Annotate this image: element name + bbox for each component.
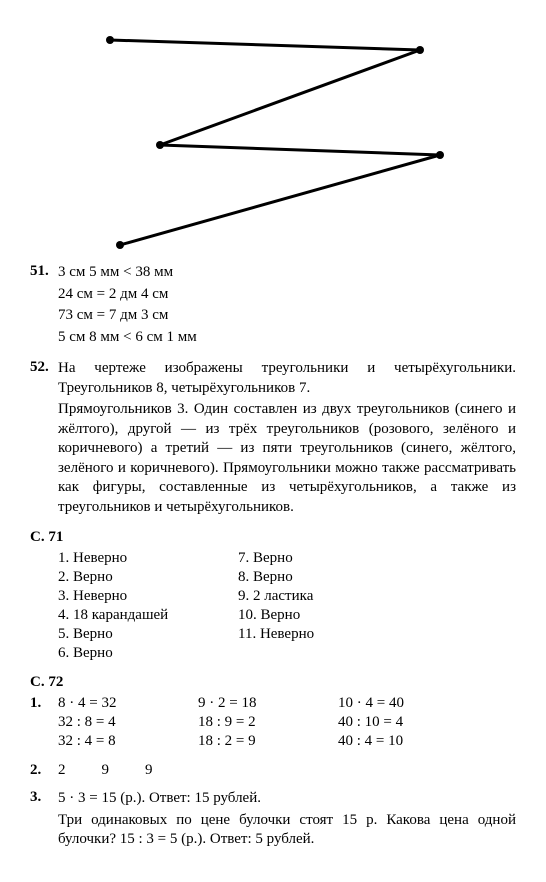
s72-p1-r0c2: 10 · 4 = 40 [338,695,478,712]
section-71-title: С. 71 [30,529,516,546]
s72-p2-row: 2 9 9 [58,762,516,779]
s72-p2-v1: 9 [102,762,110,779]
s71-c1-2: 3. Неверно [58,588,238,605]
p51-line-1: 24 см = 2 дм 4 см [58,285,516,305]
problem-51-body: 3 см 5 мм < 38 мм 24 см = 2 дм 4 см 73 с… [58,263,516,349]
s72-p1-r0c1: 9 · 2 = 18 [198,695,338,712]
p51-line-3: 5 см 8 мм < 6 см 1 мм [58,328,516,348]
s72-problem-1: 1. 8 · 4 = 32 9 · 2 = 18 10 · 4 = 40 32 … [30,695,516,752]
s72-p1-num: 1. [30,695,58,752]
s71-c2-2: 9. 2 ластика [238,588,418,605]
problem-51-num: 51. [30,263,58,349]
s72-p1-r1c2: 40 : 10 = 4 [338,714,478,731]
s71-c2-0: 7. Верно [238,550,418,567]
s71-col1: 1. Неверно 2. Верно 3. Неверно 4. 18 кар… [58,550,238,664]
s72-problem-2: 2. 2 9 9 [30,762,516,779]
s72-p1-row2: 32 : 4 = 8 18 : 2 = 9 40 : 4 = 10 [58,733,516,750]
s72-p2-body: 2 9 9 [58,762,516,779]
problem-52: 52. На чертеже изображены треугольники и… [30,359,516,519]
section-71-list: 1. Неверно 2. Верно 3. Неверно 4. 18 кар… [58,550,516,664]
s72-p3-line1: 5 · 3 = 15 (р.). Ответ: 15 рублей. [58,789,516,809]
zigzag-svg [30,20,450,250]
problem-52-body: На чертеже изображены треугольники и чет… [58,359,516,519]
s72-p1-row1: 32 : 8 = 4 18 : 9 = 2 40 : 10 = 4 [58,714,516,731]
s72-p1-r1c1: 18 : 9 = 2 [198,714,338,731]
s72-p1-body: 8 · 4 = 32 9 · 2 = 18 10 · 4 = 40 32 : 8… [58,695,516,752]
s72-p3-line2: Три одинаковых по цене булочки стоят 15 … [58,811,516,850]
section-72-title: С. 72 [30,674,516,691]
s71-c1-3: 4. 18 карандашей [58,607,238,624]
p51-line-0: 3 см 5 мм < 38 мм [58,263,516,283]
s72-p2-v0: 2 [58,762,66,779]
s71-c2-1: 8. Верно [238,569,418,586]
s71-c2-4: 11. Неверно [238,626,418,643]
s71-c1-0: 1. Неверно [58,550,238,567]
problem-51: 51. 3 см 5 мм < 38 мм 24 см = 2 дм 4 см … [30,263,516,349]
s71-c2-3: 10. Верно [238,607,418,624]
s72-p2-num: 2. [30,762,58,779]
s72-p1-r2c1: 18 : 2 = 9 [198,733,338,750]
s72-p3-body: 5 · 3 = 15 (р.). Ответ: 15 рублей. Три о… [58,789,516,852]
s71-c1-5: 6. Верно [58,645,238,662]
s72-p1-r0c0: 8 · 4 = 32 [58,695,198,712]
s72-problem-3: 3. 5 · 3 = 15 (р.). Ответ: 15 рублей. Тр… [30,789,516,852]
p52-para-1: Прямоугольников 3. Один составлен из дву… [58,400,516,517]
s72-p3-num: 3. [30,789,58,852]
zigzag-diagram [30,20,516,255]
s72-p1-row0: 8 · 4 = 32 9 · 2 = 18 10 · 4 = 40 [58,695,516,712]
p52-para-0: На чертеже изображены треугольники и чет… [58,359,516,398]
s72-p2-v2: 9 [145,762,153,779]
problem-52-num: 52. [30,359,58,519]
s71-col2: 7. Верно 8. Верно 9. 2 ластика 10. Верно… [238,550,418,664]
s72-p1-r2c0: 32 : 4 = 8 [58,733,198,750]
s71-c1-1: 2. Верно [58,569,238,586]
s72-p1-r2c2: 40 : 4 = 10 [338,733,478,750]
s71-c1-4: 5. Верно [58,626,238,643]
s72-p1-r1c0: 32 : 8 = 4 [58,714,198,731]
p51-line-2: 73 см = 7 дм 3 см [58,306,516,326]
